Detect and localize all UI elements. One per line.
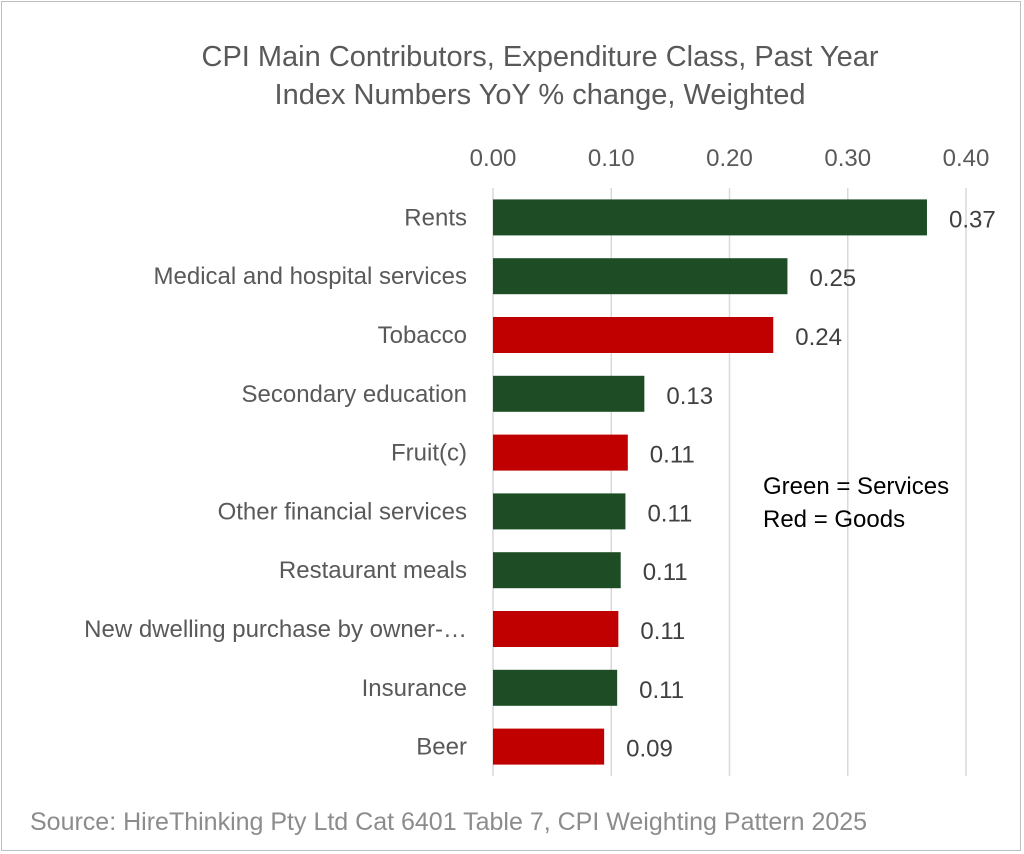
- category-label: New dwelling purchase by owner-…: [84, 616, 467, 643]
- chart-title-line-1: CPI Main Contributors, Expenditure Class…: [201, 41, 879, 73]
- data-label: 0.11: [639, 677, 684, 704]
- color-legend: Green = Services Red = Goods: [763, 470, 949, 536]
- legend-services: Green = Services: [763, 473, 950, 500]
- bar: [493, 317, 774, 353]
- category-label: Restaurant meals: [279, 557, 467, 584]
- bar: [493, 199, 927, 236]
- category-label: Secondary education: [242, 381, 468, 408]
- x-tick-label: 0.10: [588, 145, 635, 172]
- bar: [493, 611, 619, 647]
- bar: [493, 493, 626, 530]
- bar: [493, 728, 605, 765]
- bar: [493, 258, 788, 295]
- bar: [493, 669, 618, 706]
- category-label: Fruit(c): [391, 440, 467, 467]
- source-note: Source: HireThinking Pty Ltd Cat 6401 Ta…: [30, 808, 868, 836]
- x-tick-label: 0.00: [470, 145, 517, 172]
- data-label: 0.11: [643, 559, 688, 586]
- data-label: 0.25: [809, 265, 856, 292]
- data-label: 0.37: [949, 206, 996, 233]
- bar: [493, 375, 645, 412]
- data-label: 0.11: [647, 500, 692, 527]
- category-label: Other financial services: [218, 498, 467, 525]
- x-tick-label: 0.20: [706, 145, 753, 172]
- category-label: Tobacco: [378, 322, 467, 349]
- category-label: Rents: [404, 204, 467, 231]
- bar: [493, 552, 621, 589]
- bar: [493, 434, 628, 471]
- category-label: Insurance: [362, 675, 467, 702]
- chart-title-line-2: Index Numbers YoY % change, Weighted: [274, 79, 806, 111]
- data-label: 0.11: [640, 618, 685, 645]
- data-label: 0.11: [650, 442, 695, 469]
- chart-title: CPI Main Contributors, Expenditure Class…: [0, 38, 1024, 114]
- data-label: 0.13: [666, 383, 713, 410]
- data-label: 0.24: [795, 324, 842, 351]
- x-tick-label: 0.30: [824, 145, 871, 172]
- category-label: Medical and hospital services: [154, 263, 468, 290]
- legend-goods: Red = Goods: [763, 506, 906, 533]
- category-label: Beer: [416, 734, 467, 761]
- x-tick-label: 0.40: [943, 145, 990, 172]
- data-label: 0.09: [626, 736, 673, 763]
